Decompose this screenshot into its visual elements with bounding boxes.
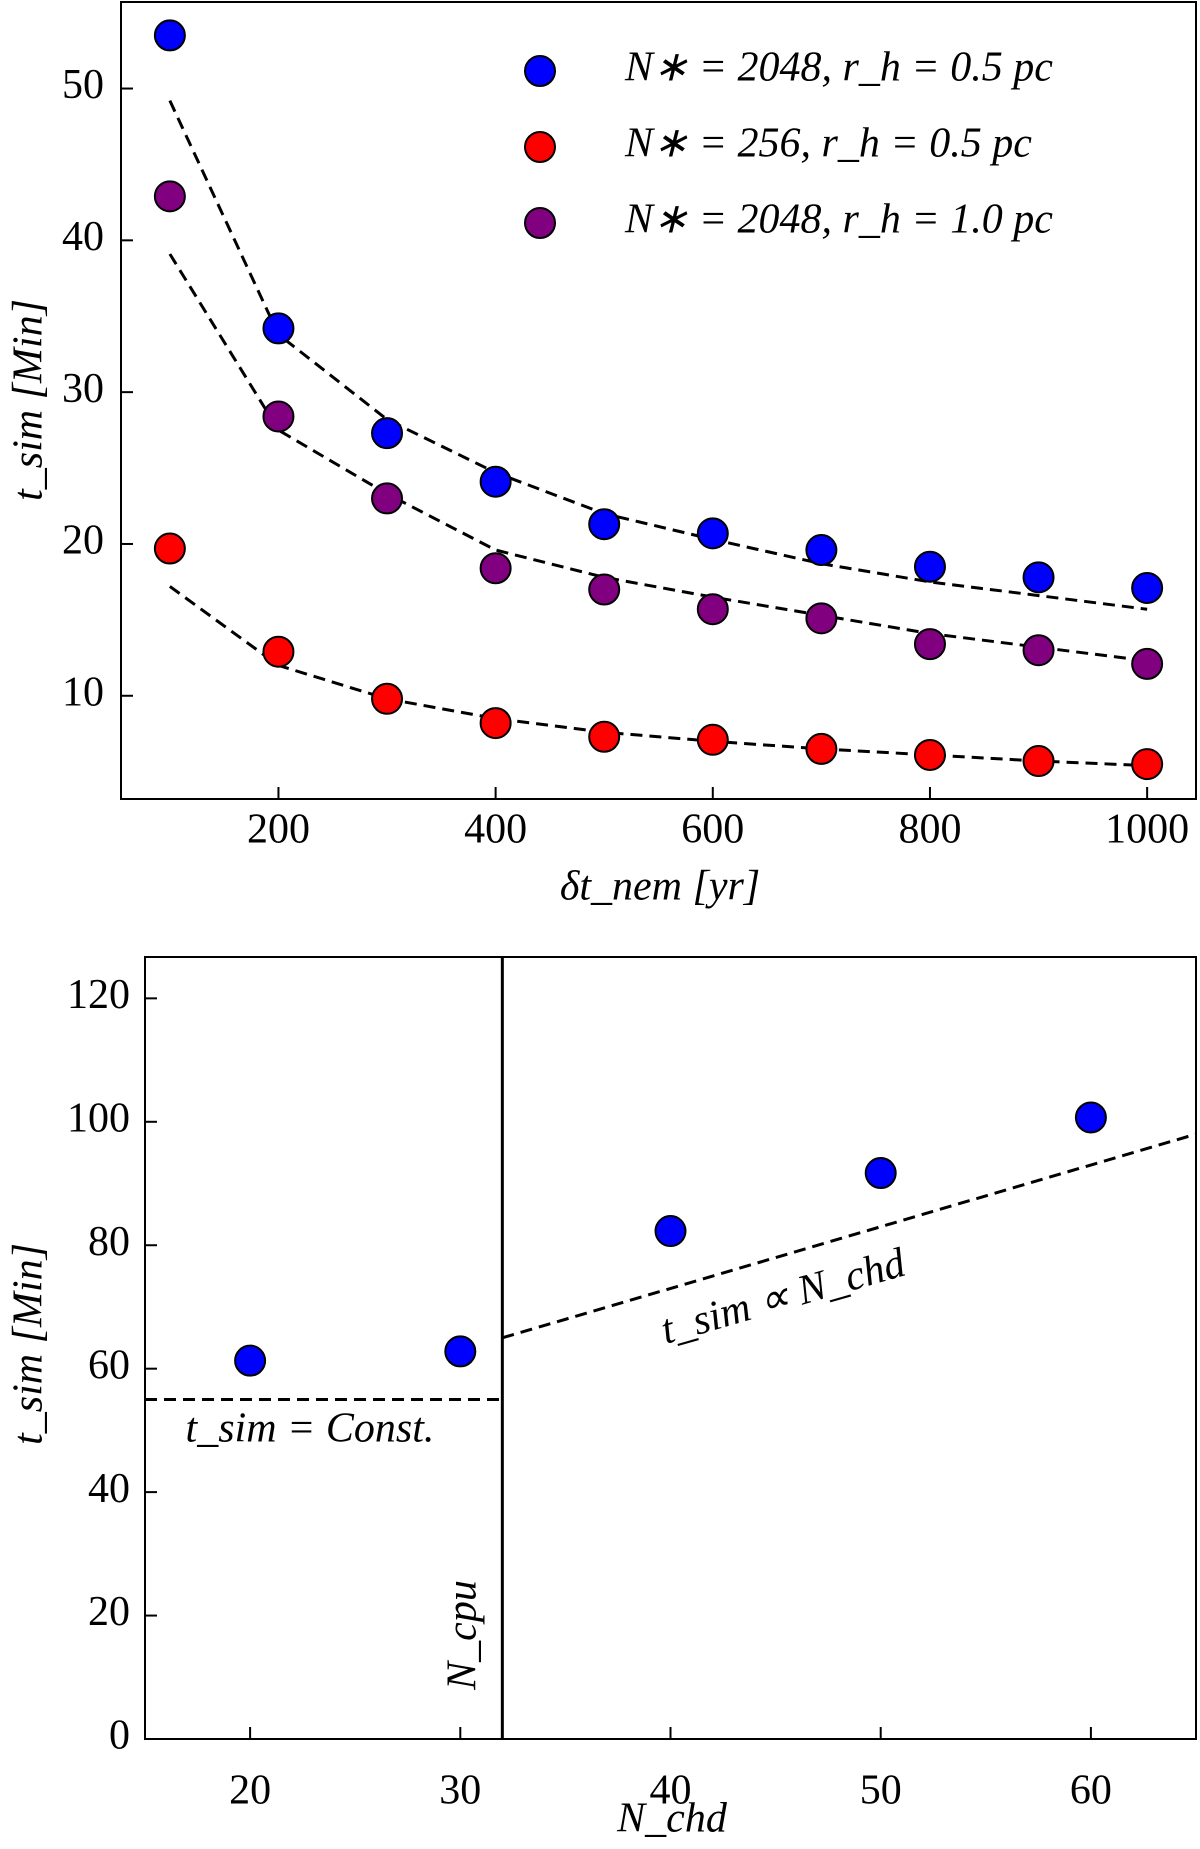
data-point	[696, 723, 729, 756]
data-point	[805, 534, 838, 567]
legend-label: N∗ = 2048, r_h = 0.5 pc	[624, 45, 1053, 91]
y-tick-label: 0	[109, 1713, 130, 1759]
fit-line	[168, 100, 1148, 611]
data-point	[153, 532, 186, 565]
data-point	[1131, 748, 1164, 781]
data-point	[696, 517, 729, 550]
data-point	[588, 573, 621, 606]
data-point	[153, 180, 186, 213]
fit-line	[168, 253, 1148, 663]
data-point	[864, 1157, 897, 1190]
data-point	[1131, 647, 1164, 680]
legend-marker	[524, 131, 556, 163]
y-tick-label: 60	[88, 1342, 130, 1388]
data-point	[479, 707, 512, 740]
x-tick-label: 50	[860, 1768, 902, 1814]
legend-marker	[524, 55, 556, 87]
data-point	[262, 312, 295, 345]
plot: 200 400 600 800 1000 10 20 30 40 50 δt_nem [yr] t_s…	[6, 1, 1197, 910]
data-point	[371, 482, 404, 515]
y-tick-label: 20	[88, 1589, 130, 1635]
data-point	[913, 550, 946, 583]
x-axis-label: N_chd	[616, 1796, 728, 1842]
annotation: t_sim = Const.	[186, 1406, 435, 1452]
data-point	[588, 720, 621, 753]
data-point	[262, 400, 295, 433]
x-axis-label: δt_nem [yr]	[560, 864, 760, 910]
x-tick-label: 1000	[1105, 807, 1189, 853]
y-tick-label: 30	[62, 366, 104, 412]
fit-line	[168, 585, 1148, 768]
y-tick-label: 100	[67, 1095, 130, 1141]
x-tick-label: 800	[898, 807, 961, 853]
x-tick-label: 40	[650, 1768, 692, 1814]
data-point	[262, 635, 295, 668]
data-point	[444, 1335, 477, 1368]
legend-label: N∗ = 2048, r_h = 1.0 pc	[624, 197, 1053, 243]
x-tick-label: 400	[464, 807, 527, 853]
data-point	[1022, 634, 1055, 667]
y-tick-label: 50	[62, 62, 104, 108]
data-point	[234, 1344, 267, 1377]
data-point	[1131, 571, 1164, 604]
x-tick-label: 30	[439, 1768, 481, 1814]
y-tick-label: 40	[88, 1466, 130, 1512]
legend-label: N∗ = 256, r_h = 0.5 pc	[624, 121, 1032, 167]
y-tick-label: 10	[62, 669, 104, 715]
data-point	[805, 732, 838, 765]
data-point	[371, 682, 404, 715]
x-tick-label: 200	[247, 807, 310, 853]
y-tick-label: 120	[67, 972, 130, 1018]
data-point	[1074, 1101, 1107, 1134]
y-tick-label: 80	[88, 1219, 130, 1265]
data-point	[654, 1215, 687, 1248]
data-point	[1022, 561, 1055, 594]
data-point	[913, 628, 946, 661]
axes-frame	[120, 1, 1197, 800]
annotation: N_cpu	[440, 1580, 486, 1691]
legend-marker	[524, 207, 556, 239]
data-point	[1022, 745, 1055, 778]
y-tick-label: 40	[62, 214, 104, 260]
plot: 20 30 40 50 60 0 20 40 60 80 100 120 N_chd t_sim [Min…	[6, 956, 1197, 1842]
reference-line	[501, 1132, 1197, 1340]
x-tick-label: 600	[681, 807, 744, 853]
x-tick-label: 20	[229, 1768, 271, 1814]
data-point	[479, 552, 512, 585]
x-tick-label: 60	[1070, 1768, 1112, 1814]
y-axis-label: t_sim [Min]	[6, 1243, 52, 1445]
y-tick-label: 20	[62, 518, 104, 564]
data-point	[805, 602, 838, 635]
data-point	[588, 508, 621, 541]
data-point	[371, 417, 404, 450]
data-point	[913, 738, 946, 771]
data-point	[153, 19, 186, 52]
data-point	[479, 465, 512, 498]
data-point	[696, 593, 729, 626]
y-axis-label: t_sim [Min]	[6, 299, 52, 501]
